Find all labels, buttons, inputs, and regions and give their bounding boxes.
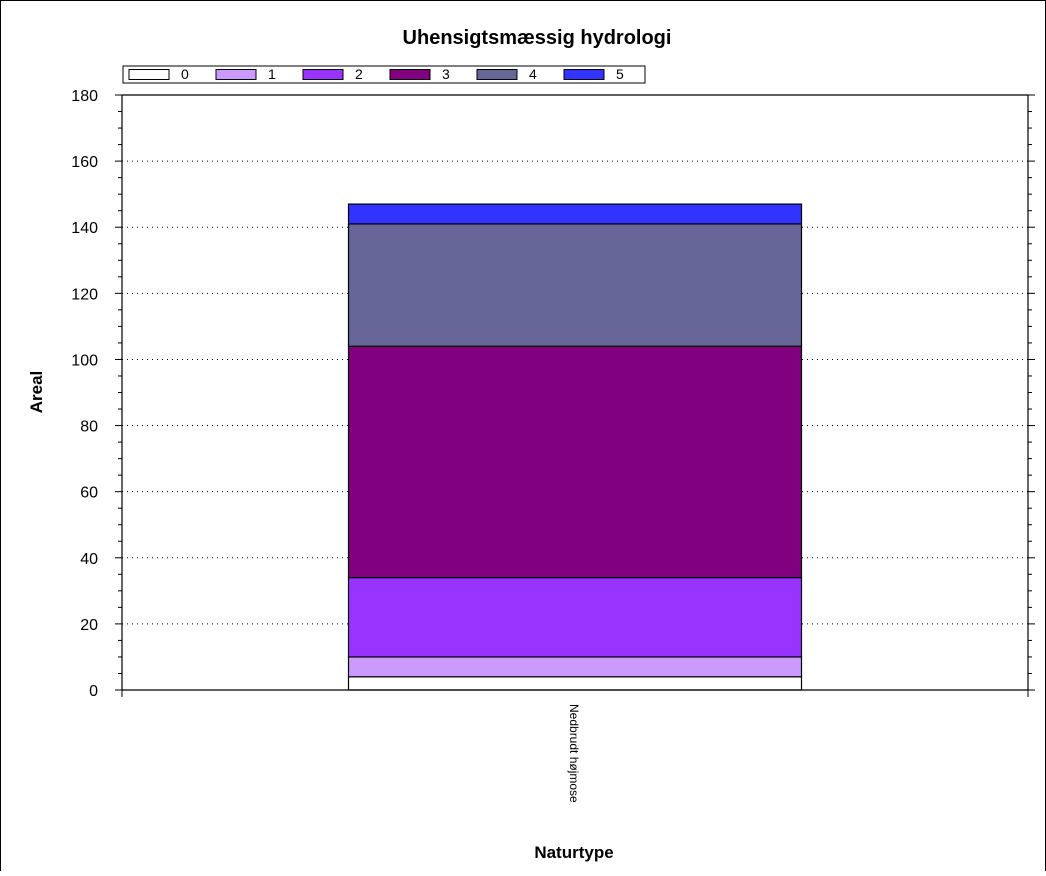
legend: 0 1 2 3 4 5	[122, 65, 646, 84]
legend-label-2: 2	[355, 66, 363, 82]
legend-label-0: 0	[181, 66, 189, 82]
bar-segment-0	[347, 676, 803, 691]
legend-swatch-3	[389, 69, 431, 80]
y-tick-label: 180	[71, 88, 98, 105]
y-tick-label: 60	[80, 485, 98, 502]
bar-stack: Nedbrudt højmose	[347, 203, 803, 803]
y-tick-label: 20	[80, 617, 98, 634]
axes: 0 20 40 60 80 100 120 140 160 180	[71, 88, 1035, 700]
chart-title: Uhensigtsmæssig hydrologi	[403, 27, 672, 49]
legend-label-4: 4	[529, 66, 537, 82]
legend-label-1: 1	[268, 66, 276, 82]
y-tick-label: 160	[71, 154, 98, 171]
x-axis-label: Naturtype	[534, 843, 613, 862]
y-tick-label: 40	[80, 551, 98, 568]
bar-segment-3	[347, 345, 803, 579]
bar-segment-4	[347, 223, 803, 347]
category-label: Nedbrudt højmose	[567, 704, 581, 803]
legend-label-3: 3	[442, 66, 450, 82]
y-tick-label: 80	[80, 419, 98, 436]
y-tick-label: 0	[89, 683, 98, 700]
legend-swatch-5	[563, 69, 605, 80]
y-tick-label: 140	[71, 220, 98, 237]
grid-lines	[122, 160, 1028, 625]
legend-swatch-0	[128, 69, 170, 80]
legend-swatch-2	[302, 69, 344, 80]
bar-segment-5	[347, 203, 803, 225]
bar-segment-2	[347, 577, 803, 658]
legend-label-5: 5	[616, 66, 624, 82]
bar-segment-1	[347, 656, 803, 678]
legend-swatch-1	[215, 69, 257, 80]
y-axis-label: Areal	[27, 371, 46, 414]
y-tick-label: 120	[71, 286, 98, 303]
legend-swatch-4	[476, 69, 518, 80]
y-tick-label: 100	[71, 352, 98, 369]
